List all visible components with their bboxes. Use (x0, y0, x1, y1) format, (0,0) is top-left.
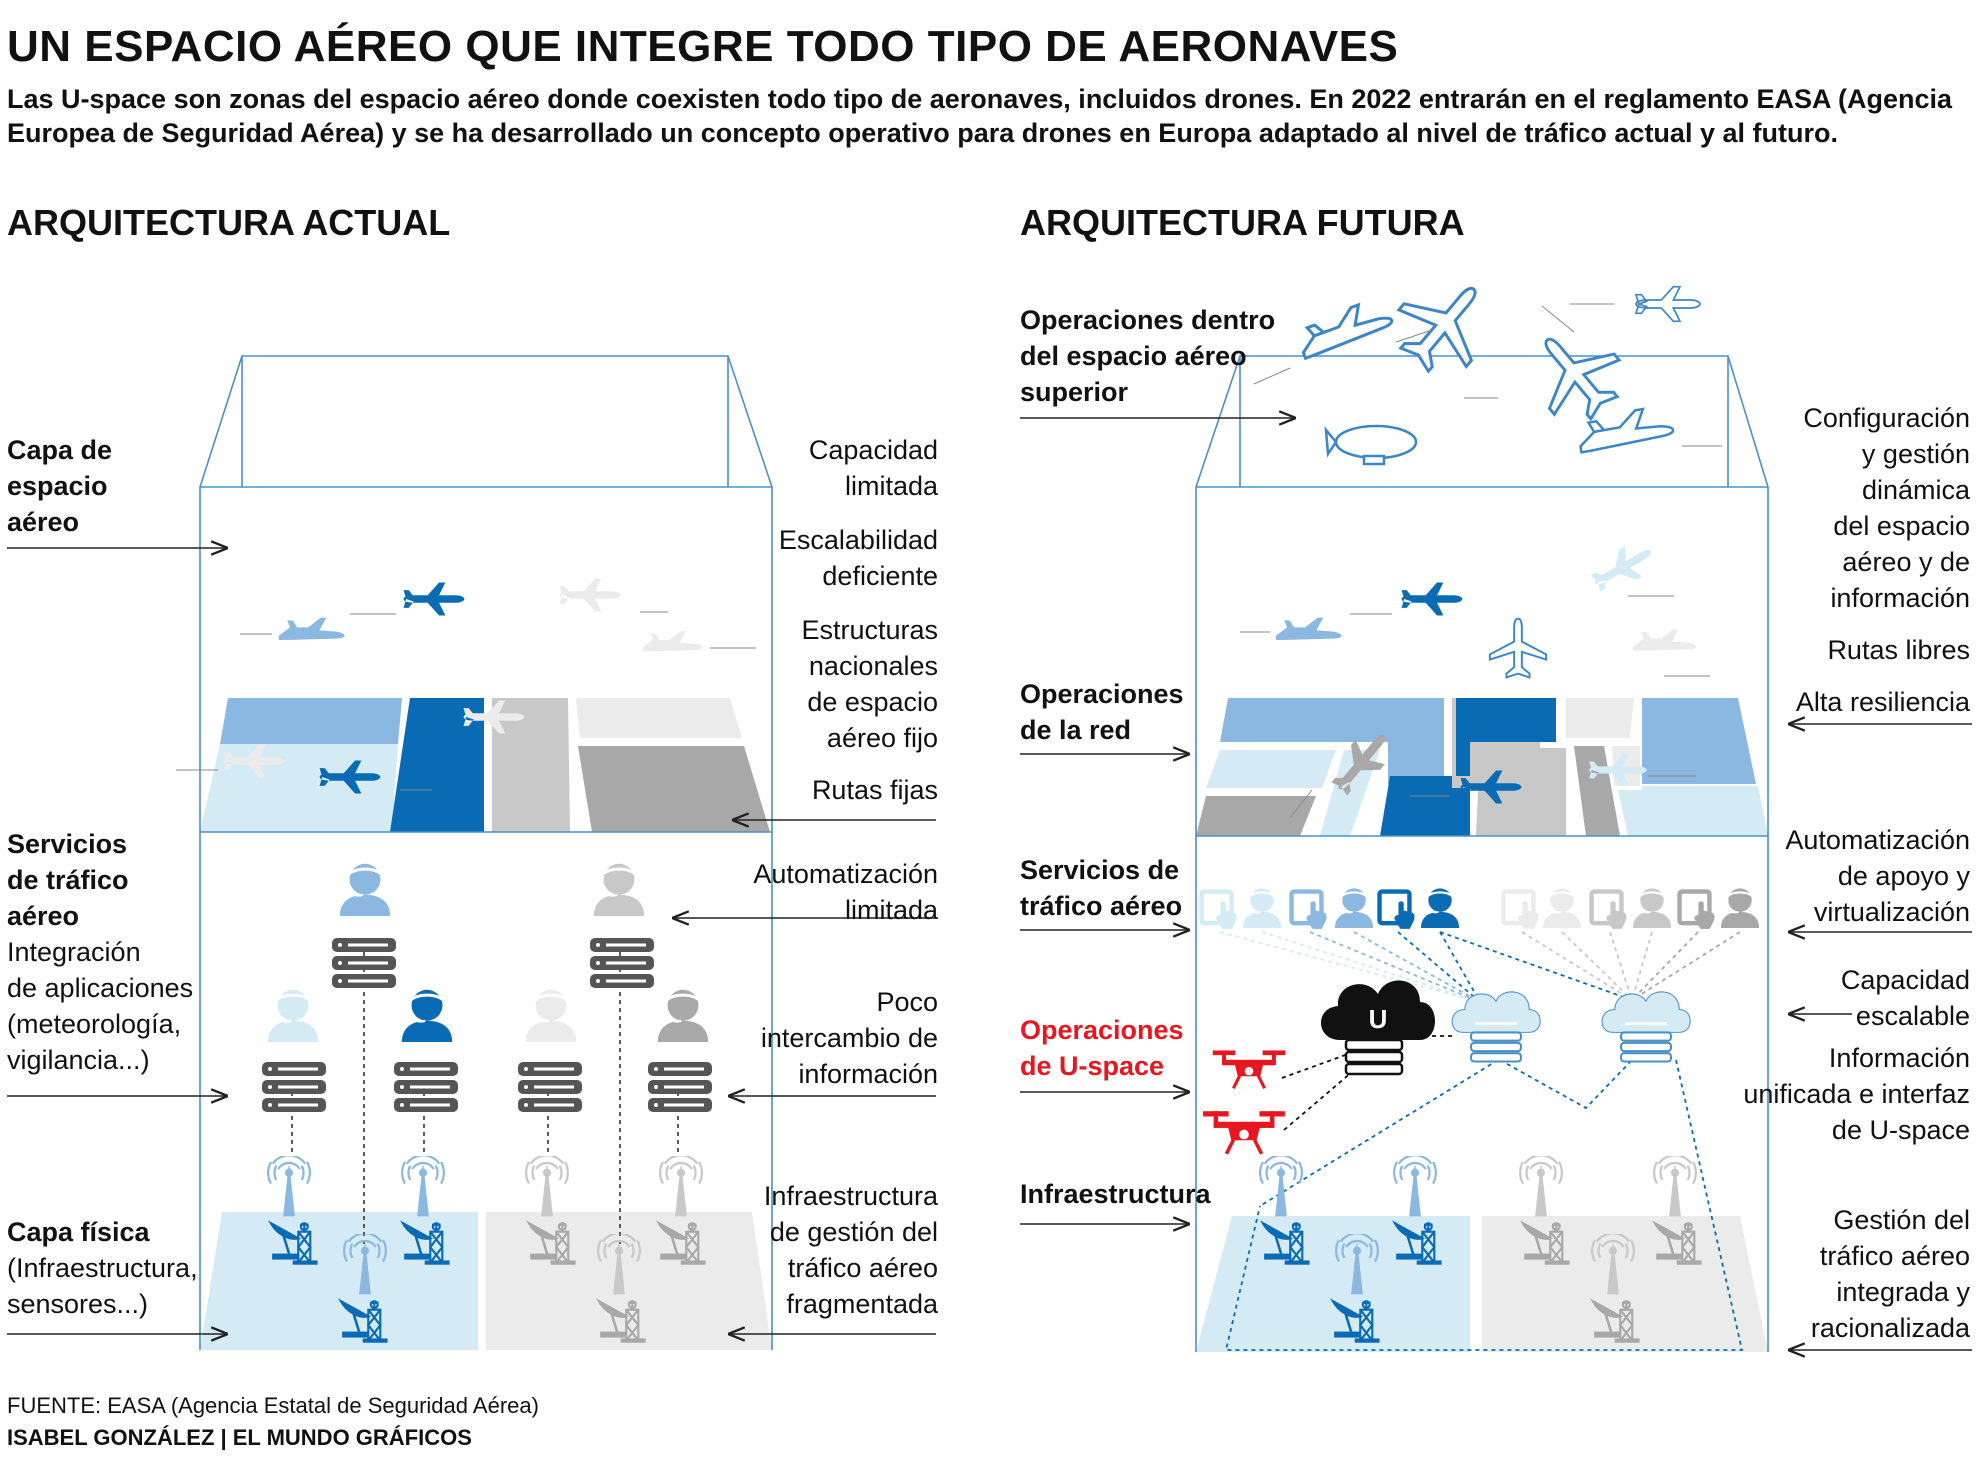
actual-building (176, 355, 773, 1350)
page-title: UN ESPACIO AÉREO QUE INTEGRE TODO TIPO D… (7, 22, 1399, 71)
ground-blue (1196, 1216, 1470, 1352)
tile (390, 698, 484, 832)
futura-building: U (1195, 259, 1769, 1352)
credit-line: ISABEL GONZÁLEZ | EL MUNDO GRÁFICOS (7, 1425, 472, 1450)
source-note: FUENTE: EASA (Agencia Estatal de Segurid… (7, 1393, 539, 1418)
label-informacion-unificada: Información unificada e interfaz de U-sp… (1743, 1043, 1970, 1145)
label-servicios-trafico-futura: Servicios de tráfico aéreo (1020, 855, 1183, 921)
label-rutas-libres: Rutas libres (1827, 635, 1970, 665)
label-capa-espacio: Capa de espacio aéreo (7, 435, 113, 537)
tile (220, 698, 402, 744)
tile (492, 698, 570, 832)
label-gestion-integrada: Gestión del tráfico aéreo integrada y ra… (1810, 1205, 1970, 1343)
label-rutas-fijas: Rutas fijas (811, 775, 938, 805)
label-automatizacion-apoyo: Automatización de apoyo y virtualización (1785, 825, 1970, 927)
label-operaciones-superior: Operaciones dentro del espacio aéreo sup… (1020, 305, 1276, 407)
label-alta-resiliencia: Alta resiliencia (1795, 687, 1970, 717)
tile (578, 746, 770, 832)
label-infraestructura-fragmentada: Infraestructura de gestión del tráfico a… (763, 1181, 938, 1319)
label-estructuras-nacionales: Estructuras nacionales de espacio aéreo … (801, 615, 938, 753)
label-capa-fisica: Capa física (Infraestructura, sensores..… (7, 1217, 198, 1319)
upper-airspace-aircraft (1253, 259, 1722, 466)
label-operaciones-uspace: Operaciones de U-space (1020, 1015, 1184, 1081)
section-title-actual: ARQUITECTURA ACTUAL (7, 202, 451, 243)
label-infraestructura: Infraestructura (1020, 1179, 1211, 1209)
tile (576, 698, 742, 738)
uspace-cloud-label: U (1369, 1004, 1388, 1034)
label-servicios-trafico: Servicios de tráfico aéreo Integración d… (7, 829, 194, 1075)
label-capacidad-limitada: Capacidad limitada (808, 435, 938, 501)
label-configuracion-dinamica: Configuración y gestión dinámica del esp… (1803, 403, 1970, 613)
label-escalabilidad: Escalabilidad deficiente (778, 525, 938, 591)
label-automatizacion-limitada: Automatización limitada (753, 859, 938, 925)
uspace-cloud: U (1320, 980, 1435, 1076)
service-icons (1202, 887, 1761, 928)
label-intercambio-informacion: Poco intercambio de información (760, 987, 938, 1089)
ground-blue (200, 1212, 478, 1350)
page-subtitle: Las U-space son zonas del espacio aéreo … (7, 84, 1953, 148)
section-title-futura: ARQUITECTURA FUTURA (1020, 202, 1465, 243)
label-operaciones-red: Operaciones de la red (1020, 679, 1184, 745)
label-capacidad-escalable: Capacidad escalable (1840, 965, 1970, 1031)
